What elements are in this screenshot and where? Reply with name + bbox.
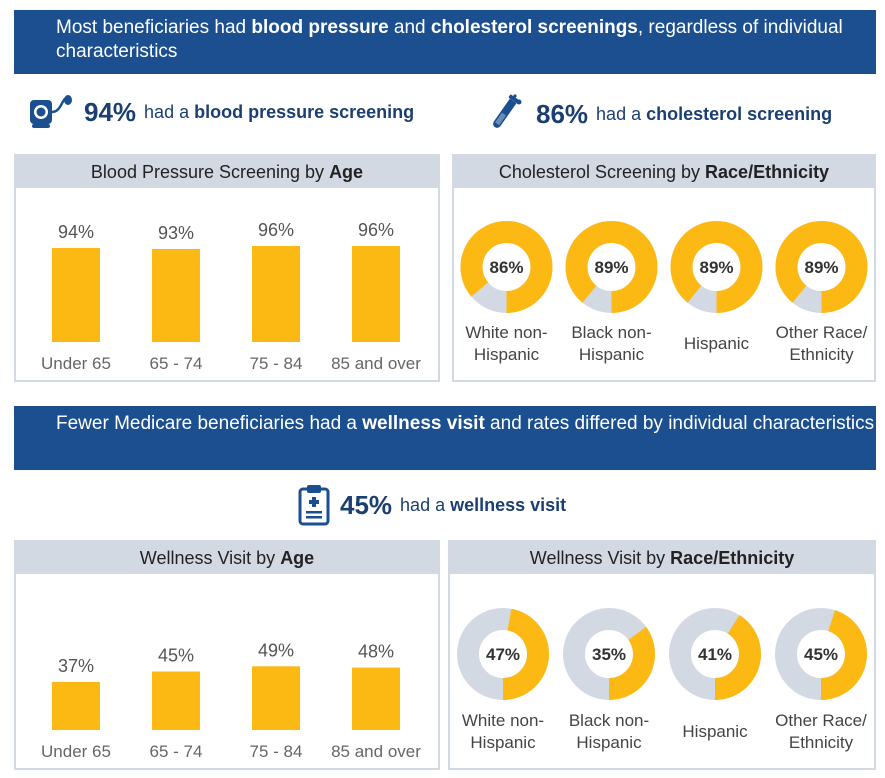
category-label: Hispanic <box>579 345 645 364</box>
stat-percent: 94% <box>84 96 137 127</box>
category-label: Ethnicity <box>789 733 854 752</box>
banner-bold: blood pressure <box>251 17 389 38</box>
category-label: Black non- <box>569 711 649 730</box>
category-label: Under 65 <box>41 354 111 373</box>
data-label: 89% <box>699 258 733 277</box>
bar <box>152 671 200 730</box>
panel-wellness-by-race: Wellness Visit by Race/Ethnicity 47% Whit… <box>448 540 876 770</box>
category-label: Hispanic <box>474 345 540 364</box>
category-label: Black non- <box>571 323 651 342</box>
donut-slice <box>670 221 763 313</box>
stat-text: had a cholesterol screening <box>596 103 833 124</box>
data-label: 45% <box>804 645 838 664</box>
clipboard-icon <box>298 485 330 526</box>
panel-wellness-by-age: Wellness Visit by Age 37% Under 65 45% 65 -… <box>14 540 440 770</box>
data-label: 47% <box>486 645 520 664</box>
category-label: 85 and over <box>331 354 421 373</box>
data-label: 37% <box>58 656 94 676</box>
bar-chart-bp-age: 94% Under 65 93% 65 - 74 96% 75 - 84 96% 85 and… <box>41 220 421 373</box>
donut-chart-wellness-race: 47% White non- Hispanic 35% Black non- Hispan… <box>457 608 867 752</box>
category-label: 65 - 74 <box>150 354 203 373</box>
donut-slice <box>457 608 549 700</box>
data-label: 86% <box>489 258 523 277</box>
chart-title: Blood Pressure Screening by Age <box>16 156 438 188</box>
donut-slice <box>775 608 867 700</box>
category-label: Other Race/ <box>776 323 868 342</box>
category-label: Hispanic <box>682 722 748 741</box>
category-label: 75 - 84 <box>250 742 303 761</box>
stat-cholesterol: 86% had a cholesterol screening <box>482 92 832 136</box>
data-label: 96% <box>358 220 394 240</box>
data-label: 41% <box>698 645 732 664</box>
data-label: 94% <box>58 222 94 242</box>
donut-slice <box>565 221 658 313</box>
category-label: Other Race/ <box>775 711 867 730</box>
bar <box>152 249 200 342</box>
banner-bold: cholesterol screenings <box>430 17 638 38</box>
banner-text: and <box>388 17 431 38</box>
chart-title: Cholesterol Screening by Race/Ethnicity <box>454 156 874 188</box>
category-label: 85 and over <box>331 742 421 761</box>
section-banner-wellness: Fewer Medicare beneficiaries had a welln… <box>14 406 876 470</box>
stat-percent: 86% <box>536 98 589 129</box>
category-label: Hispanic <box>470 733 536 752</box>
donut-slice <box>563 608 655 700</box>
category-label: Hispanic <box>684 334 750 353</box>
panel-cholesterol-by-race: Cholesterol Screening by Race/Ethnicity … <box>452 154 876 382</box>
banner-text: Fewer Medicare beneficiaries had a <box>56 413 363 434</box>
stat-wellness: 45% had a wellness visit <box>298 484 566 526</box>
panel-bp-by-age: Blood Pressure Screening by Age 94% Under… <box>14 154 440 382</box>
bar <box>252 666 300 730</box>
stat-text: had a blood pressure screening <box>144 101 415 122</box>
category-label: White non- <box>462 711 544 730</box>
banner-text: , regardless of individual characteristi… <box>56 17 843 62</box>
bar <box>252 246 300 342</box>
chart-title: Wellness Visit by Age <box>16 542 438 574</box>
bar <box>352 246 400 342</box>
blood-pressure-cuff-icon <box>30 95 72 128</box>
data-label: 89% <box>594 258 628 277</box>
data-label: 93% <box>158 223 194 243</box>
stat-percent: 45% <box>340 489 393 520</box>
category-label: White non- <box>465 323 547 342</box>
donut-slice <box>460 221 553 313</box>
donut-slice <box>669 608 761 700</box>
data-label: 48% <box>358 642 394 662</box>
category-label: Under 65 <box>41 742 111 761</box>
banner-bold: wellness visit <box>362 413 485 434</box>
bar <box>52 681 100 730</box>
chart-title: Wellness Visit by Race/Ethnicity <box>450 542 874 574</box>
section-banner-screenings: Most beneficiaries had blood pressure an… <box>14 10 876 74</box>
category-label: 65 - 74 <box>150 742 203 761</box>
data-label: 96% <box>258 220 294 240</box>
data-label: 45% <box>158 646 194 666</box>
data-label: 89% <box>804 258 838 277</box>
banner-text: and rates differed by individual charact… <box>484 413 875 434</box>
category-label: Ethnicity <box>789 345 854 364</box>
data-label: 49% <box>258 640 294 660</box>
stat-blood-pressure: 94% had a blood pressure screening <box>28 92 414 132</box>
category-label: Hispanic <box>576 733 642 752</box>
category-label: 75 - 84 <box>250 354 303 373</box>
banner-text: Most beneficiaries had <box>56 17 252 38</box>
stat-text: had a wellness visit <box>400 494 567 515</box>
donut-slice <box>775 221 868 313</box>
data-label: 35% <box>592 645 626 664</box>
donut-chart-cholesterol-race: 86% White non- Hispanic 89% Black non- Hispan… <box>460 221 868 364</box>
bar-chart-wellness-age: 37% Under 65 45% 65 - 74 49% 75 - 84 48% 85 and… <box>41 640 421 761</box>
bar <box>352 667 400 730</box>
bar <box>52 248 100 342</box>
test-tube-icon <box>493 94 522 128</box>
